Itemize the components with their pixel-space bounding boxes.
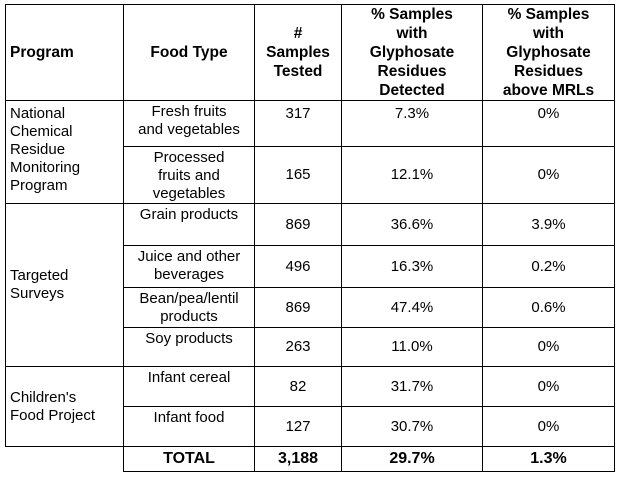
detected-cell: 11.0%	[341, 327, 483, 367]
header-samples-tested: # Samples Tested	[254, 4, 342, 101]
total-above-mrl: 1.3%	[482, 446, 615, 472]
total-label: TOTAL	[123, 446, 255, 472]
food-type-cell: Infant cereal	[123, 366, 255, 407]
samples-cell: 127	[254, 406, 342, 447]
above-mrl-cell: 0%	[482, 406, 615, 447]
above-mrl-cell: 3.9%	[482, 203, 615, 246]
above-mrl-cell: 0%	[482, 100, 615, 147]
total-row: TOTAL 3,188 29.7% 1.3%	[5, 446, 615, 472]
detected-cell: 36.6%	[341, 203, 483, 246]
table-row: Bean/pea/lentil products 869 47.4% 0.6%	[6, 287, 615, 328]
detected-cell: 16.3%	[341, 245, 483, 288]
samples-cell: 263	[254, 327, 342, 367]
food-type-cell: Soy products	[123, 327, 255, 367]
table-row: Targeted Surveys Grain products 869 36.6%…	[5, 203, 615, 367]
table-row: National Chemical Residue Monitoring Program…	[5, 100, 615, 204]
samples-cell: 496	[254, 245, 342, 288]
food-type-cell: Fresh fruits and vegetables	[123, 100, 255, 147]
total-detected: 29.7%	[341, 446, 483, 472]
samples-cell: 869	[254, 287, 342, 328]
table-row: Infant food 127 30.7% 0%	[6, 406, 615, 447]
glyphosate-residue-table: Program Food Type # Samples Tested % Sampl…	[5, 4, 615, 472]
header-program: Program	[5, 4, 124, 101]
detected-cell: 7.3%	[341, 100, 483, 147]
samples-cell: 82	[254, 366, 342, 407]
above-mrl-cell: 0%	[482, 366, 615, 407]
table-row: Soy products 263 11.0% 0%	[6, 327, 615, 367]
above-mrl-cell: 0.6%	[482, 287, 615, 328]
program-cell-targeted-surveys: Targeted Surveys	[5, 203, 124, 367]
program-cell-childrens-food-project: Children's Food Project	[5, 366, 124, 447]
table-row: Juice and other beverages 496 16.3% 0.2%	[6, 245, 615, 288]
samples-cell: 869	[254, 203, 342, 246]
header-row: Program Food Type # Samples Tested % Sampl…	[5, 4, 615, 101]
above-mrl-cell: 0%	[482, 327, 615, 367]
food-type-cell: Juice and other beverages	[123, 245, 255, 288]
header-detected: % Samples with Glyphosate Residues Detected	[341, 4, 483, 101]
food-type-cell: Infant food	[123, 406, 255, 447]
food-type-cell: Processed fruits and vegetables	[123, 146, 255, 204]
samples-cell: 317	[254, 100, 342, 147]
detected-cell: 47.4%	[341, 287, 483, 328]
food-type-cell: Bean/pea/lentil products	[123, 287, 255, 328]
header-food-type: Food Type	[123, 4, 255, 101]
program-cell-ncrmp: National Chemical Residue Monitoring Program	[5, 100, 124, 204]
above-mrl-cell: 0%	[482, 146, 615, 204]
samples-cell: 165	[254, 146, 342, 204]
table-row: Processed fruits and vegetables 165 12.1% …	[6, 146, 615, 204]
above-mrl-cell: 0.2%	[482, 245, 615, 288]
table-row: Children's Food Project Infant cereal 82 …	[5, 366, 615, 447]
header-above-mrl: % Samples with Glyphosate Residues above MRL…	[482, 4, 615, 101]
detected-cell: 31.7%	[341, 366, 483, 407]
detected-cell: 30.7%	[341, 406, 483, 447]
total-samples: 3,188	[254, 446, 342, 472]
food-type-cell: Grain products	[123, 203, 255, 246]
detected-cell: 12.1%	[341, 146, 483, 204]
total-blank-cell	[5, 446, 124, 472]
